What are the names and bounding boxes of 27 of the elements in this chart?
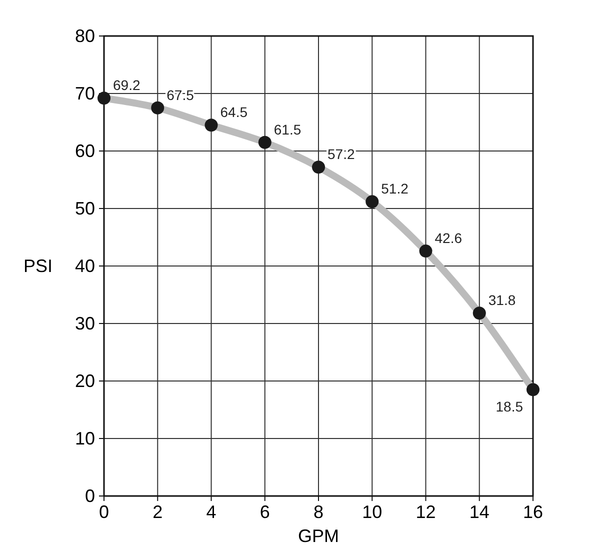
x-tick-label: 4 — [206, 502, 216, 522]
x-tick-label: 0 — [98, 502, 110, 522]
x-tick-label: 14 — [469, 502, 490, 522]
data-label: 69.2 — [113, 77, 140, 94]
y-tick-label: 10 — [74, 428, 95, 448]
y-tick-label: 40 — [74, 256, 95, 276]
data-label: 64.5 — [220, 104, 248, 120]
y-tick-label: 50 — [74, 198, 95, 218]
y-tick-label: 20 — [74, 371, 95, 391]
x-tick-label: 6 — [260, 502, 270, 522]
x-tick-label: 8 — [313, 502, 324, 522]
data-label: 18.5 — [496, 398, 524, 415]
data-label: 31.8 — [488, 292, 516, 308]
x-tick-label: 10 — [362, 502, 382, 522]
x-tick-label: 12 — [416, 502, 436, 522]
y-tick-label: 30 — [74, 314, 95, 334]
x-axis-title: GPM — [298, 526, 340, 546]
y-tick-label: 70 — [74, 84, 95, 104]
x-tick-label: 16 — [522, 502, 544, 522]
y-tick-label: 0 — [84, 486, 95, 506]
y-tick-label: 80 — [74, 26, 95, 46]
data-label: 51.2 — [381, 180, 409, 197]
y-tick-label: 60 — [74, 141, 95, 161]
data-label: 61.5 — [274, 121, 302, 138]
data-label: 42.6 — [434, 230, 462, 246]
x-tick-label: 2 — [152, 502, 163, 522]
y-axis-title: PSI — [23, 256, 53, 276]
